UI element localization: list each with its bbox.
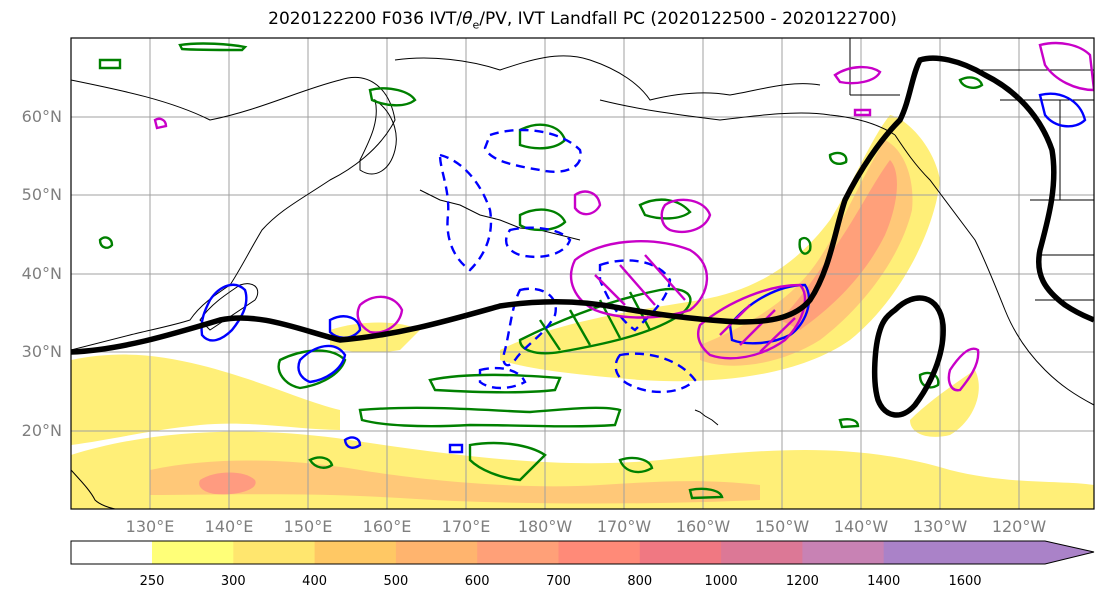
lat-label-20n: 20°N xyxy=(21,421,62,440)
coast-hawaii xyxy=(694,409,719,426)
colorbar xyxy=(70,540,1095,565)
theta-symbol: θ xyxy=(462,9,473,29)
canada-border xyxy=(849,38,1094,96)
colorbar-segments xyxy=(152,541,1045,564)
lon-label-120w: 120°W xyxy=(991,517,1047,536)
colorbar-tick-label: 1000 xyxy=(704,574,738,589)
lon-label-140w: 140°W xyxy=(833,517,889,536)
colorbar-white xyxy=(71,541,152,564)
colorbar-segment xyxy=(721,541,803,564)
colorbar-tick-label: 300 xyxy=(220,574,246,589)
map-frame xyxy=(70,37,1095,510)
colorbar-segment xyxy=(314,541,397,564)
colorbar-segment xyxy=(477,541,559,564)
lat-label-30n: 30°N xyxy=(21,342,62,361)
ivt-core-west xyxy=(199,472,256,495)
ivt-band-south xyxy=(71,354,340,445)
coast-bering xyxy=(394,55,821,101)
landfall-pc-line xyxy=(71,55,1094,355)
lat-label-40n: 40°N xyxy=(21,264,62,283)
lon-label-150w: 150°W xyxy=(754,517,810,536)
lon-label-160w: 160°W xyxy=(675,517,731,536)
lon-label-170w: 170°W xyxy=(596,517,652,536)
theta-subscript: e xyxy=(472,18,480,32)
ivt-band-tropical-inner xyxy=(150,460,760,504)
lon-label-160e: 160°E xyxy=(362,517,412,536)
colorbar-segment xyxy=(152,541,234,564)
map-title: 2020122200 F036 IVT/θe/PV, IVT Landfall … xyxy=(268,9,897,32)
colorbar-tick-label: 500 xyxy=(383,574,409,589)
colorbar-segment xyxy=(802,541,885,564)
coastlines xyxy=(71,38,1094,509)
colorbar-tick-label: 1400 xyxy=(867,574,901,589)
colorbar-tick-label: 700 xyxy=(546,574,571,589)
colorbar-tick-label: 800 xyxy=(627,574,653,589)
lon-label-180w: 180°W xyxy=(517,517,573,536)
colorbar-extend-arrow xyxy=(1045,541,1094,564)
graticule xyxy=(71,38,1094,509)
lon-label-140e: 140°E xyxy=(204,517,254,536)
colorbar-segment xyxy=(558,541,641,564)
lon-label-130w: 130°W xyxy=(912,517,968,536)
ivt-river-peak xyxy=(780,160,897,330)
colorbar-tick-label: 250 xyxy=(139,574,165,589)
coast-alaska xyxy=(599,99,896,136)
coast-philippines xyxy=(71,469,116,509)
coast-islands-aleutian xyxy=(419,189,581,241)
colorbar-segment xyxy=(233,541,316,564)
lat-label-60n: 60°N xyxy=(21,107,62,126)
coast-asia xyxy=(71,76,396,351)
coast-kamchatka xyxy=(359,98,397,175)
colorbar-frame xyxy=(70,540,1095,565)
colorbar-tick-label: 1600 xyxy=(948,574,982,589)
lon-label-150e: 150°E xyxy=(283,517,333,536)
colorbar-tick-label: 400 xyxy=(302,574,327,589)
ivt-river-core xyxy=(700,140,913,366)
lon-label-170e: 170°E xyxy=(441,517,491,536)
colorbar-tick-label: 600 xyxy=(464,574,490,589)
landfall-pc-closed-contour xyxy=(871,295,946,418)
colorbar-segment xyxy=(395,541,478,564)
colorbar-segment xyxy=(883,541,1045,564)
coast-na-west xyxy=(894,134,1094,406)
us-borders xyxy=(1000,99,1094,301)
landfall-pc-contours xyxy=(71,55,1094,418)
lon-label-130e: 130°E xyxy=(125,517,175,536)
blue-contours xyxy=(200,92,1087,454)
lat-label-50n: 50°N xyxy=(21,185,62,204)
colorbar-tick-label: 1200 xyxy=(785,574,819,589)
colorbar-segment xyxy=(639,541,722,564)
